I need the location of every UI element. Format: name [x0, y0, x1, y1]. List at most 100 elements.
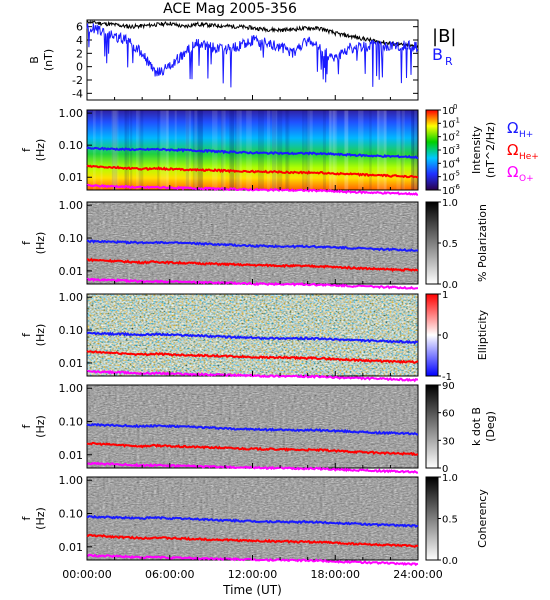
spectrogram-streak	[285, 110, 288, 190]
coherency-panel: 1.00 0.10 0.01 f (Hz) 1.0 0.5 0.0 Coherency	[20, 473, 489, 567]
b-ytick-label: -2	[72, 74, 83, 87]
f-ylabel: f	[20, 515, 33, 520]
colorbar	[425, 384, 439, 469]
spectrogram-streak	[277, 110, 283, 190]
f-yunit: (Hz)	[34, 415, 47, 438]
b-ytick-label: 6	[76, 21, 83, 34]
x-tick-label: 18:00:00	[311, 568, 360, 581]
colorbar-tick-exponent: -1	[453, 116, 460, 124]
gyro-line-he	[86, 164, 419, 179]
gyro-line-h	[86, 514, 419, 528]
x-tick-label: 24:00:00	[393, 568, 442, 581]
b-series-line	[87, 19, 419, 50]
spectrogram-streak	[322, 110, 326, 190]
spectrogram-streak	[230, 110, 235, 190]
x-tick-label: 12:00:00	[228, 568, 277, 581]
colorbar-tick-exponent: -4	[453, 156, 461, 164]
colorbar-tick-label: 0.5	[442, 515, 458, 526]
b-ylabel: B	[28, 56, 41, 64]
colorbar	[425, 109, 439, 191]
gyro-legend-species: O+	[519, 174, 534, 184]
spectrogram-streak	[221, 110, 226, 190]
spectrogram-streak	[344, 110, 349, 190]
spectrogram-streak	[414, 110, 417, 190]
spectrogram-streak	[412, 110, 417, 190]
b-ytick-label: -4	[72, 87, 83, 100]
colorbar-tick-label: 10	[442, 106, 455, 117]
spectrogram-streak	[358, 110, 364, 190]
colorbar	[425, 293, 439, 377]
f-ytick-label: 1.00	[59, 199, 84, 212]
colorbar-label: k dot B	[470, 407, 483, 446]
b-series-line	[86, 23, 419, 88]
spectrogram-streak	[236, 110, 242, 190]
colorbar-tick-label: 10	[442, 146, 455, 157]
colorbar-tick-exponent: -3	[453, 143, 460, 151]
ellipticity-panel: 1.00 0.10 0.01 f (Hz) 1 0 -1 Ellipticity	[20, 290, 489, 383]
spectrogram-streak	[246, 110, 252, 190]
f-yunit: (Hz)	[34, 139, 47, 162]
colorbar-label: Ellipticity	[476, 309, 489, 360]
f-yunit: (Hz)	[34, 232, 47, 255]
colorbar-tick-label: 60	[442, 409, 455, 420]
spectrogram-streak	[212, 110, 218, 190]
b-ytick-label: 2	[76, 47, 83, 60]
colorbar-label: Intensity	[470, 126, 483, 174]
colorbar	[425, 476, 439, 561]
f-yunit: (Hz)	[34, 324, 47, 347]
f-ytick-label: 0.01	[59, 541, 84, 554]
gyro-legend-species: H+	[519, 130, 533, 140]
spectrogram-streak	[307, 110, 313, 190]
colorbar-tick-label: 0.0	[442, 280, 458, 291]
spectrogram-streak	[331, 110, 336, 190]
colorbar-tick-exponent: 0	[453, 103, 457, 111]
gyro-line-h	[86, 239, 419, 252]
spectrogram-streak	[235, 110, 240, 190]
f-ytick-label: 1.00	[59, 474, 84, 487]
spectrogram-streak	[229, 110, 234, 190]
f-ylabel: f	[20, 332, 33, 337]
x-axis-label: Time (UT)	[222, 583, 282, 597]
spectrogram-streak	[329, 110, 333, 190]
spectrogram-streak	[400, 110, 404, 190]
spectrogram-streak	[100, 110, 103, 190]
gyro-line-he	[86, 257, 419, 273]
spectrogram-streak	[305, 110, 310, 190]
x-tick-label: 00:00:00	[62, 568, 111, 581]
f-ytick-label: 0.01	[59, 171, 84, 184]
polarization-panel: 1.00 0.10 0.01 f (Hz) 1.0 0.5 0.0 % Polarization	[20, 198, 489, 291]
spectrogram-streak	[369, 110, 372, 190]
legend-br-sub: R	[445, 55, 453, 68]
x-tick-label: 06:00:00	[145, 568, 194, 581]
colorbar-tick-label: 10	[442, 159, 455, 170]
f-ytick-label: 1.00	[59, 291, 84, 304]
gyro-line-he	[86, 533, 419, 548]
spectrogram-streak	[328, 110, 332, 190]
colorbar	[425, 201, 439, 285]
colorbar-tick-label: 10	[442, 133, 455, 144]
b-ytick-label: 4	[76, 34, 83, 47]
intensity-panel: 1.000.100.01f (Hz)10010-110-210-310-410-5…	[20, 103, 539, 197]
colorbar-tick-label: 1.0	[442, 473, 458, 484]
spectrogram-streak	[410, 110, 415, 190]
spectrogram-streak	[411, 110, 415, 190]
spectrogram-streak	[286, 110, 290, 190]
spectrogram-streak	[302, 110, 305, 190]
spectrogram-streak	[257, 110, 264, 190]
b-yunit: (nT)	[42, 49, 55, 71]
colorbar-tick-label: 1.0	[442, 198, 458, 209]
spectrogram-streak	[415, 110, 419, 190]
spectrogram-streak	[267, 110, 271, 190]
legend-absb: |B|	[432, 26, 456, 47]
spectrogram-streak	[396, 110, 401, 190]
gyro-line-h	[86, 331, 419, 345]
spectrogram-streak	[343, 110, 349, 190]
b-field-axes	[86, 19, 419, 101]
colorbar-tick-exponent: -2	[453, 130, 460, 138]
colorbar-unit: (Deg)	[484, 411, 497, 442]
f-yunit: (Hz)	[34, 507, 47, 530]
gyro-legend-omega: Ω	[507, 163, 518, 181]
spectrogram-streak	[381, 110, 387, 190]
spectrogram-streak	[401, 110, 405, 190]
